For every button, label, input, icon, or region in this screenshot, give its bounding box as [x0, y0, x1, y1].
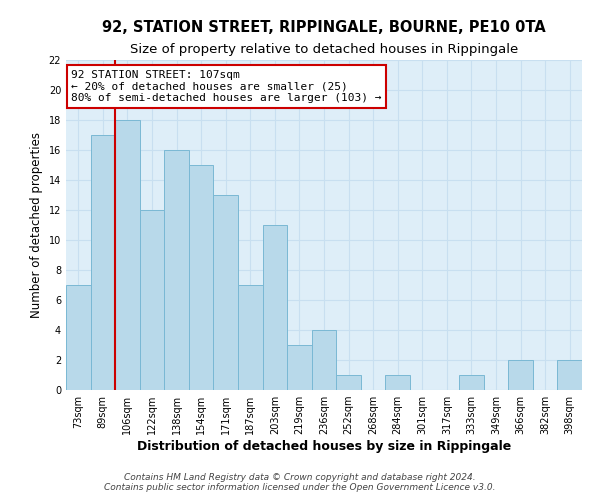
Text: 92, STATION STREET, RIPPINGALE, BOURNE, PE10 0TA: 92, STATION STREET, RIPPINGALE, BOURNE, … — [102, 20, 546, 35]
X-axis label: Distribution of detached houses by size in Rippingale: Distribution of detached houses by size … — [137, 440, 511, 453]
Bar — [164, 150, 189, 390]
Text: Size of property relative to detached houses in Rippingale: Size of property relative to detached ho… — [130, 42, 518, 56]
Text: 92 STATION STREET: 107sqm
← 20% of detached houses are smaller (25)
80% of semi-: 92 STATION STREET: 107sqm ← 20% of detac… — [71, 70, 382, 103]
Bar — [336, 375, 361, 390]
Y-axis label: Number of detached properties: Number of detached properties — [30, 132, 43, 318]
Bar — [287, 345, 312, 390]
Bar — [214, 195, 238, 390]
Bar — [312, 330, 336, 390]
Bar — [557, 360, 582, 390]
Bar — [263, 225, 287, 390]
Bar — [238, 285, 263, 390]
Bar — [91, 135, 115, 390]
Bar — [508, 360, 533, 390]
Bar — [115, 120, 140, 390]
Bar — [66, 285, 91, 390]
Bar — [459, 375, 484, 390]
Text: Contains HM Land Registry data © Crown copyright and database right 2024.
Contai: Contains HM Land Registry data © Crown c… — [104, 473, 496, 492]
Bar — [385, 375, 410, 390]
Bar — [140, 210, 164, 390]
Bar — [189, 165, 214, 390]
